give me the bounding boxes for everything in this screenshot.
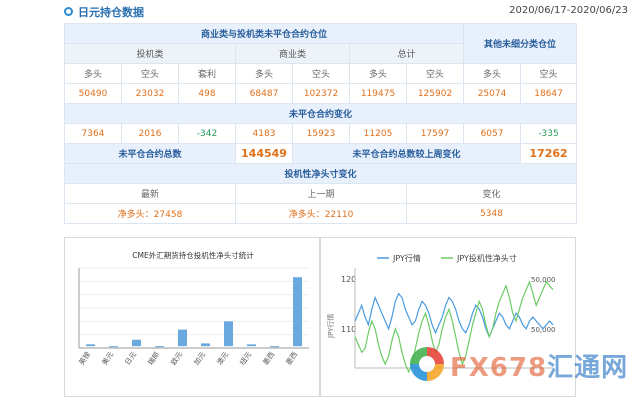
x-tick-label: 美元 <box>100 350 115 367</box>
bar-1 <box>109 346 118 348</box>
legend-net: JPY投机性净头寸 <box>456 253 517 263</box>
net-latest-label: 最新 <box>64 183 236 204</box>
value-cell: 23032 <box>121 83 179 104</box>
value-cell: 102372 <box>292 83 350 104</box>
oi-total-value: 144549 <box>235 143 293 164</box>
oi-total-label: 未平仓合约总数 <box>64 143 236 164</box>
col-long: 多头 <box>463 63 522 84</box>
bar-0 <box>86 344 95 347</box>
fx678-logo-icon <box>410 347 444 381</box>
change-cell: 17597 <box>405 123 465 144</box>
bar-9 <box>293 277 302 347</box>
net-latest-value: 净多头：27458 <box>64 203 236 224</box>
x-tick-label: 加元 <box>192 350 207 367</box>
col-spread: 套利 <box>178 63 236 84</box>
change-cell: -335 <box>520 123 578 144</box>
circle-icon <box>64 7 73 16</box>
change-cell: -342 <box>178 123 236 144</box>
oi-change-label: 未平仓合约总数较上周变化 <box>291 143 522 164</box>
col-short: 空头 <box>520 63 578 84</box>
line-chart: JPY行情 JPY投机性净头寸 120 110 50,000 50,000 JPY行情 <box>326 253 556 374</box>
col-short: 空头 <box>121 63 179 84</box>
col-short: 空头 <box>292 63 350 84</box>
change-cell: 11205 <box>349 123 407 144</box>
change-cell: 4183 <box>235 123 293 144</box>
y-tick-right: 50,000 <box>531 326 556 334</box>
x-tick-label: 英镑 <box>77 350 92 367</box>
bar-7 <box>247 344 256 347</box>
net-position-header: 投机性净头寸变化 <box>63 163 578 184</box>
value-cell: 119475 <box>349 83 407 104</box>
value-cell: 25074 <box>463 83 522 104</box>
bar-6 <box>224 321 233 347</box>
x-tick-label: 墨西 <box>285 351 300 367</box>
watermark-text: FX678汇通网 <box>450 353 629 383</box>
y-tick-right: 50,000 <box>531 276 556 284</box>
line-chart-panel: JPY行情 JPY投机性净头寸 120 110 50,000 50,000 JPY行情 <box>320 237 576 397</box>
col-long: 多头 <box>64 63 122 84</box>
net-prev-label: 上一期 <box>235 183 407 204</box>
y-tick-left: 110 <box>341 325 356 334</box>
x-tick-label: 欧元 <box>169 350 184 367</box>
series-line-0 <box>354 292 554 339</box>
comm-group-header: 商业类 <box>235 43 350 64</box>
positions-table: 商业类与投机类未平仓合约仓位 其他未细分类仓位 投机类 商业类 总计 多头 空头… <box>63 23 578 224</box>
x-tick-label: 墨西 <box>262 351 277 367</box>
bar-4 <box>178 329 187 347</box>
total-group-header: 总计 <box>348 43 465 64</box>
bar-chart-panel: CME外汇期货持仓投机性净头寸统计 英镑 美元 日元 瑞郎 欧元 加元 澳元 纽元 墨西 墨西 <box>64 237 320 397</box>
change-cell: 2016 <box>121 123 179 144</box>
col-short: 空头 <box>405 63 465 84</box>
bar-2 <box>132 339 141 347</box>
col-long: 多头 <box>235 63 293 84</box>
bar-8 <box>270 346 279 348</box>
change-header: 未平仓合约变化 <box>63 103 578 124</box>
chart-title: CME外汇期货持仓投机性净头寸统计 <box>132 250 254 260</box>
spec-group-header: 投机类 <box>64 43 236 64</box>
y-axis-label: JPY行情 <box>326 314 335 339</box>
value-cell: 50490 <box>64 83 122 104</box>
net-change-value: 5348 <box>405 203 578 224</box>
x-tick-label: 纽元 <box>238 350 253 367</box>
other-header: 其他未细分类仓位 <box>463 23 578 64</box>
value-cell: 18647 <box>520 83 578 104</box>
page-title: 日元持仓数据 <box>78 6 144 19</box>
commercial-spec-header: 商业类与投机类未平仓合约仓位 <box>63 23 465 44</box>
y-tick-left: 120 <box>341 275 356 284</box>
x-tick-label: 瑞郎 <box>146 350 161 367</box>
legend-jpy: JPY行情 <box>392 253 421 263</box>
fx678-watermark: FX678汇通网 <box>410 345 630 385</box>
x-tick-label: 澳元 <box>215 350 230 367</box>
date-range: 2020/06/17-2020/06/23 <box>509 5 628 16</box>
net-prev-value: 净多头：22110 <box>235 203 407 224</box>
value-cell: 125902 <box>405 83 465 104</box>
col-long: 多头 <box>349 63 407 84</box>
value-cell: 68487 <box>235 83 293 104</box>
change-cell: 15923 <box>292 123 350 144</box>
oi-change-value: 17262 <box>520 143 578 164</box>
bar-5 <box>201 343 210 347</box>
change-cell: 6057 <box>463 123 522 144</box>
net-change-label: 变化 <box>405 183 578 204</box>
change-cell: 7364 <box>64 123 122 144</box>
value-cell: 498 <box>178 83 236 104</box>
x-tick-label: 日元 <box>124 351 139 367</box>
section-header: 日元持仓数据 2020/06/17-2020/06/23 <box>0 0 640 22</box>
bar-3 <box>155 346 164 348</box>
series-line-1 <box>354 279 554 374</box>
